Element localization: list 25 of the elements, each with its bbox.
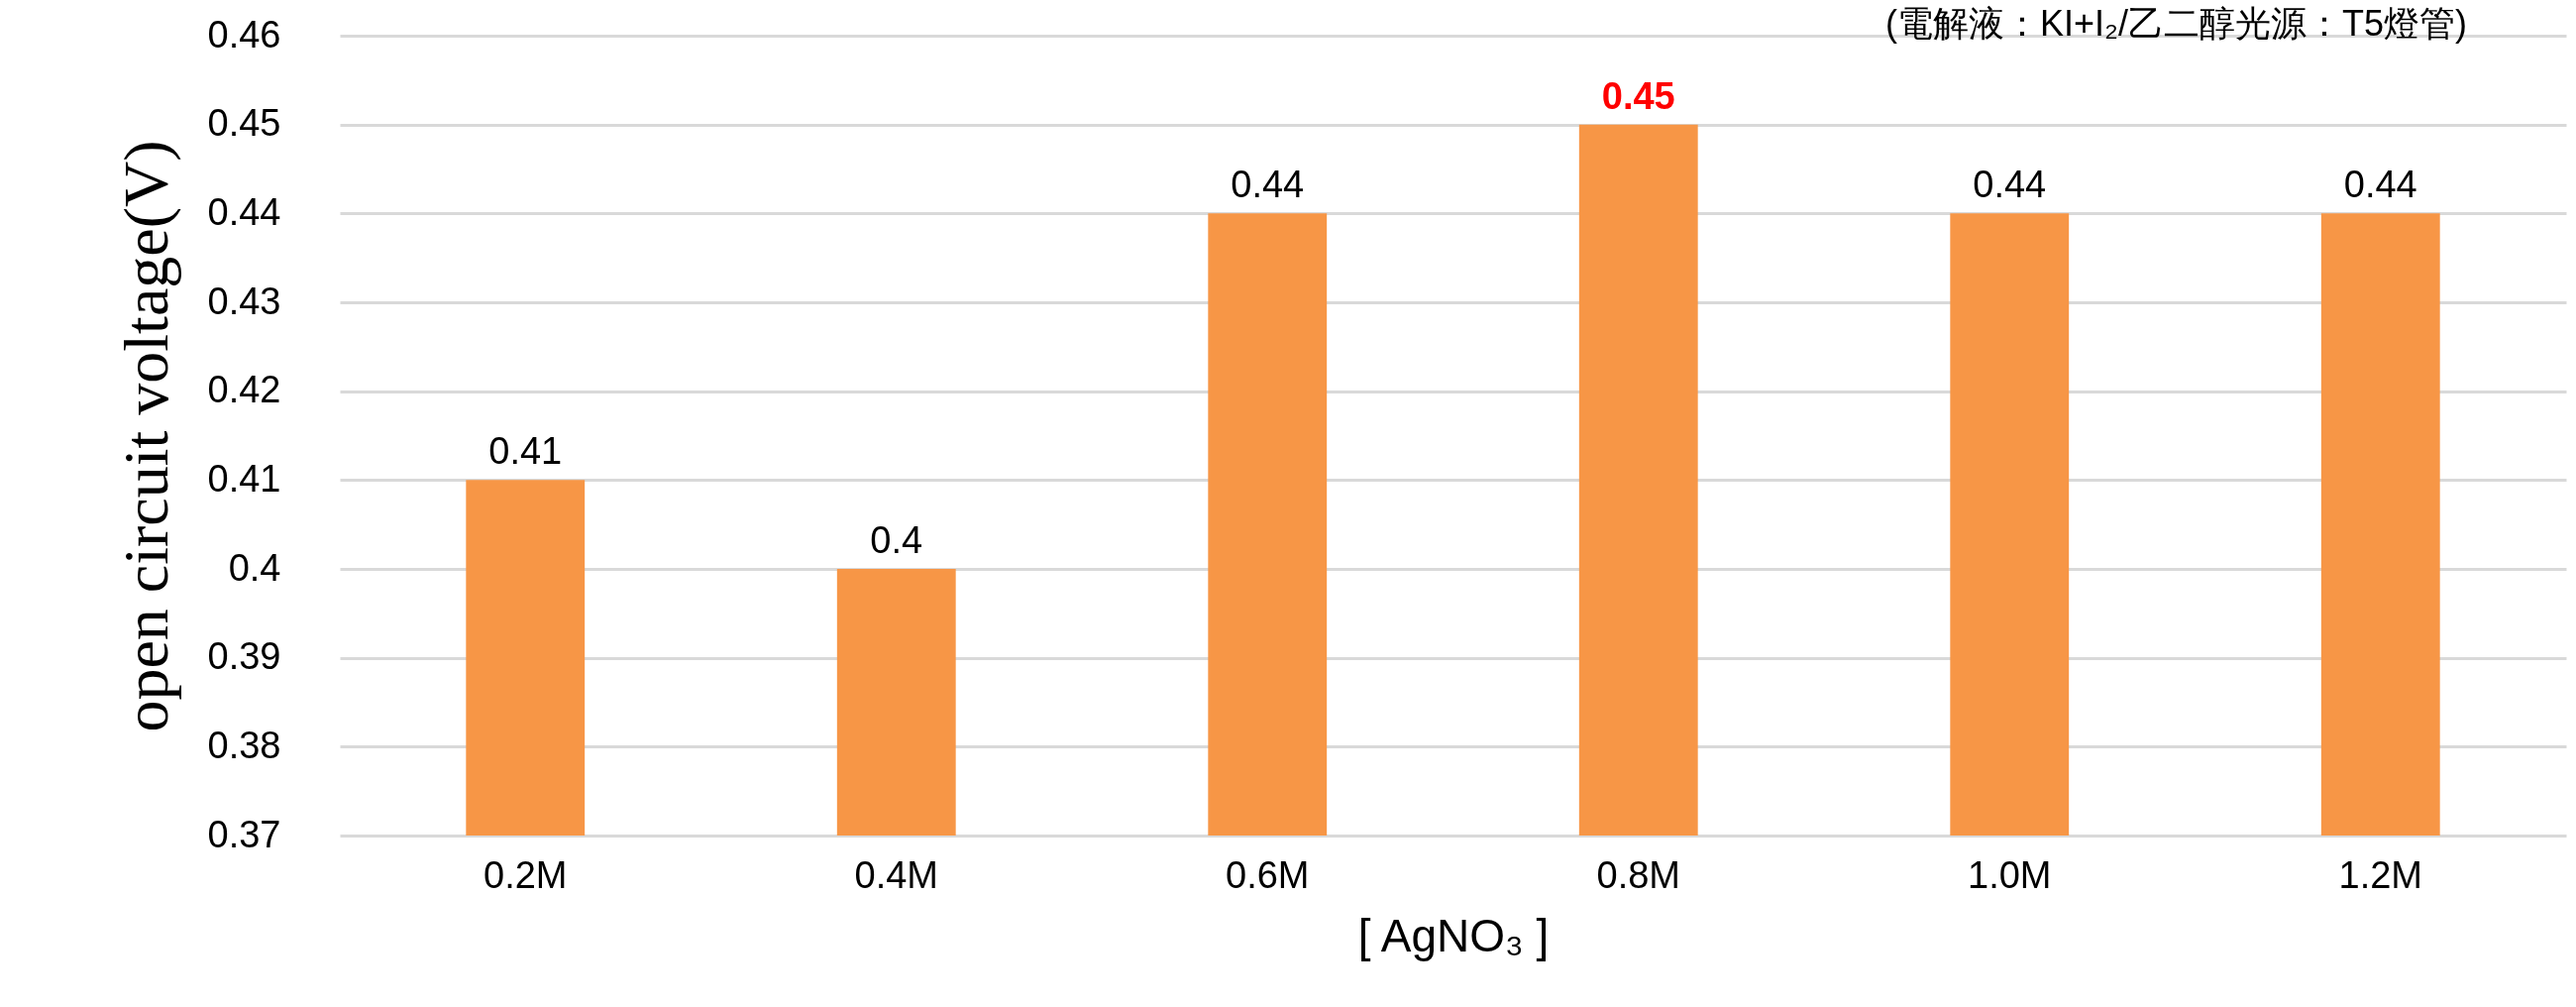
x-tick-label: 0.6M — [1226, 853, 1310, 896]
y-tick-label: 0.4 — [228, 546, 281, 589]
y-tick-label: 0.39 — [207, 635, 281, 678]
y-tick-label: 0.42 — [207, 369, 281, 411]
data-label: 0.44 — [2343, 164, 2417, 206]
data-label: 0.4 — [870, 519, 923, 561]
y-tick-label: 0.37 — [207, 813, 281, 855]
y-tick-label: 0.43 — [207, 280, 281, 322]
y-tick-label: 0.44 — [207, 190, 281, 233]
y-axis-title: open circuit voltage(V) — [110, 140, 181, 732]
y-tick-label: 0.38 — [207, 724, 281, 766]
x-tick-label: 1.0M — [1968, 853, 2052, 896]
data-label: 0.41 — [488, 430, 563, 473]
x-axis-title: [ AgNO₃ ] — [1357, 909, 1550, 961]
y-tick-label: 0.46 — [207, 13, 281, 56]
x-tick-label: 0.2M — [483, 853, 568, 896]
data-label: 0.44 — [1231, 164, 1305, 206]
x-tick-label: 1.2M — [2338, 853, 2422, 896]
x-tick-label: 0.4M — [854, 853, 938, 896]
y-tick-label: 0.41 — [207, 457, 281, 500]
annotation: 0.45 — [1601, 74, 1675, 117]
x-tick-label: 0.8M — [1596, 853, 1680, 896]
y-tick-label: 0.45 — [207, 102, 281, 145]
chart-subtitle: (電解液：KI+I₂/乙二醇光源：T5燈管) — [1884, 3, 2467, 44]
data-label: 0.44 — [1973, 164, 2047, 206]
